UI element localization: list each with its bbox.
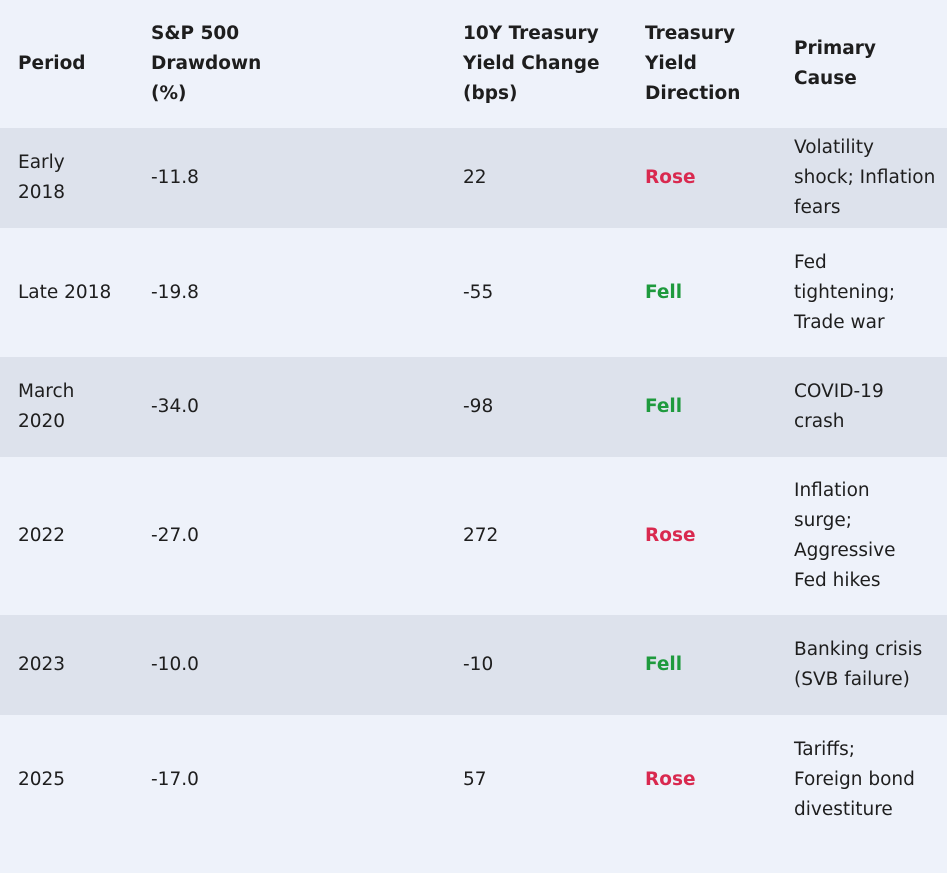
cell-period: 2023 <box>0 615 133 715</box>
cell-drawdown: -34.0 <box>133 357 445 457</box>
header-drawdown: S&P 500 Drawdown (%) <box>133 0 445 128</box>
cell-direction: Fell <box>627 228 776 357</box>
table-row: Late 2018 -19.8 -55 Fell Fed tightening;… <box>0 228 947 357</box>
direction-badge: Rose <box>645 167 696 188</box>
cell-cause: Inflation surge; Aggressive Fed hikes <box>776 457 947 615</box>
header-period: Period <box>0 0 133 128</box>
direction-badge: Rose <box>645 525 696 546</box>
cause-text: COVID-19 crash <box>794 381 884 432</box>
cell-period: 2025 <box>0 715 133 844</box>
cell-drawdown: -10.0 <box>133 615 445 715</box>
direction-badge: Rose <box>645 768 696 790</box>
cell-period: Early 2018 <box>0 128 133 228</box>
header-drawdown-label: S&P 500 Drawdown (%) <box>151 23 262 104</box>
table-row: 2023 -10.0 -10 Fell Banking crisis (SVB … <box>0 615 947 715</box>
table-row: 2025 -17.0 57 Rose Tariffs; Foreign bond… <box>0 715 947 844</box>
period-text: March 2020 <box>18 381 75 432</box>
cell-direction: Rose <box>627 715 776 844</box>
cell-yield-change: 57 <box>445 715 627 844</box>
direction-badge: Fell <box>645 396 683 417</box>
direction-badge: Fell <box>645 281 683 303</box>
header-direction-label: Treasury Yield Direction <box>645 23 741 104</box>
cell-direction: Fell <box>627 615 776 715</box>
header-cause-label: Primary Cause <box>794 38 876 89</box>
cell-yield-change: 22 <box>445 128 627 228</box>
cell-yield-change: -98 <box>445 357 627 457</box>
cell-period: 2022 <box>0 457 133 615</box>
cell-direction: Rose <box>627 128 776 228</box>
header-cause: Primary Cause <box>776 0 947 128</box>
cell-cause: Banking crisis (SVB failure) <box>776 615 947 715</box>
cell-cause: Volatility shock; Inflation fears <box>776 128 947 228</box>
direction-badge: Fell <box>645 654 683 675</box>
cell-period: Late 2018 <box>0 228 133 357</box>
period-text: Early 2018 <box>18 152 66 203</box>
cause-text: Tariffs; Foreign bond divestiture <box>794 738 915 820</box>
header-row: Period S&P 500 Drawdown (%) 10Y Treasury… <box>0 0 947 128</box>
cause-text: Banking crisis (SVB failure) <box>794 639 923 690</box>
cell-direction: Fell <box>627 357 776 457</box>
table-row: Early 2018 -11.8 22 Rose Volatility shoc… <box>0 128 947 228</box>
table-row: 2022 -27.0 272 Rose Inflation surge; Agg… <box>0 457 947 615</box>
cell-cause: Tariffs; Foreign bond divestiture <box>776 715 947 844</box>
cell-cause: COVID-19 crash <box>776 357 947 457</box>
cell-yield-change: -55 <box>445 228 627 357</box>
cell-drawdown: -27.0 <box>133 457 445 615</box>
cause-text: Inflation surge; Aggressive Fed hikes <box>794 480 896 591</box>
cell-direction: Rose <box>627 457 776 615</box>
table-row: March 2020 -34.0 -98 Fell COVID-19 crash <box>0 357 947 457</box>
drawdown-yield-table: Period S&P 500 Drawdown (%) 10Y Treasury… <box>0 0 947 844</box>
cell-drawdown: -11.8 <box>133 128 445 228</box>
header-direction: Treasury Yield Direction <box>627 0 776 128</box>
cell-drawdown: -19.8 <box>133 228 445 357</box>
cell-yield-change: -10 <box>445 615 627 715</box>
cell-drawdown: -17.0 <box>133 715 445 844</box>
cause-text: Volatility shock; Inflation fears <box>794 137 936 218</box>
cell-period: March 2020 <box>0 357 133 457</box>
cell-yield-change: 272 <box>445 457 627 615</box>
cell-cause: Fed tightening; Trade war <box>776 228 947 357</box>
cause-text: Fed tightening; Trade war <box>794 251 896 333</box>
header-yield-change: 10Y Treasury Yield Change (bps) <box>445 0 627 128</box>
